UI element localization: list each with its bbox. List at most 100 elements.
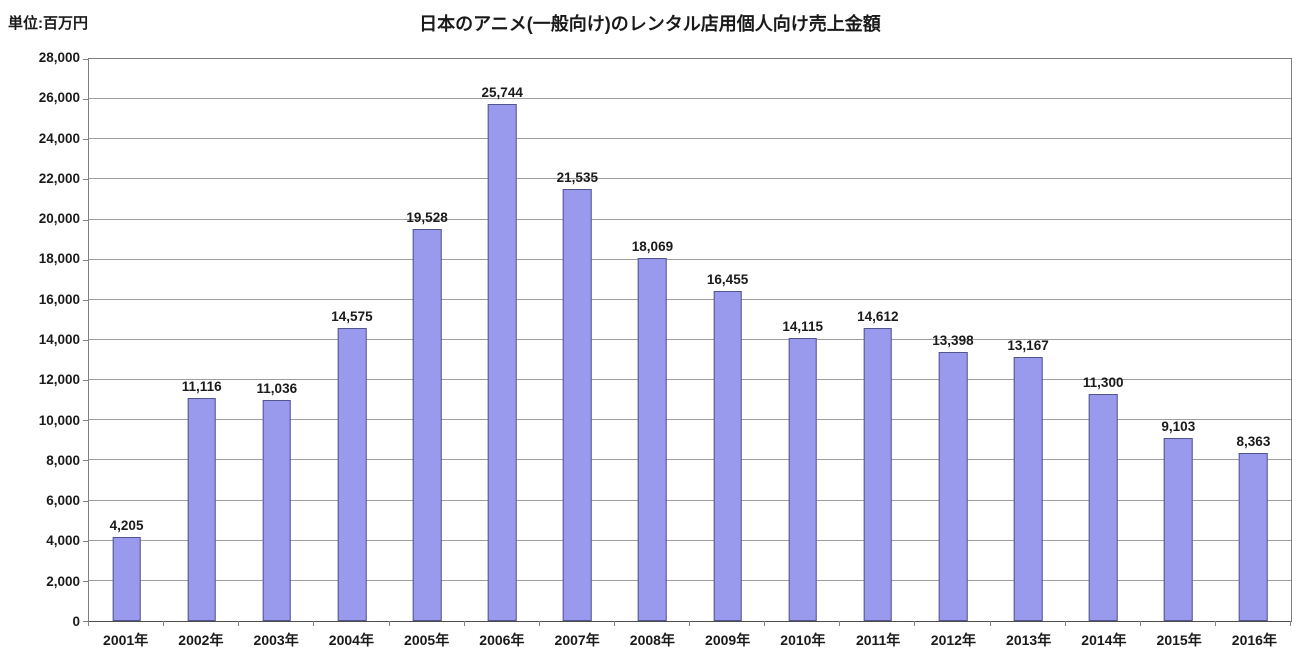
bar-value-label: 18,069 [631, 239, 674, 255]
gridline [89, 459, 1291, 461]
bar [788, 337, 817, 621]
bar [487, 104, 517, 621]
x-axis-tick [388, 621, 390, 626]
bar [112, 536, 141, 621]
gridline [89, 298, 1291, 300]
y-axis-tick [83, 420, 89, 422]
x-axis-tick [538, 621, 540, 626]
y-axis: 0 2,000 4,000 6,000 8,000 10,000 12,000 14,000 1… [0, 50, 80, 629]
x-axis-tick [689, 621, 690, 626]
x-axis-tick [613, 621, 615, 626]
gridline [89, 379, 1291, 381]
x-axis-tick [88, 621, 89, 626]
gridline [89, 339, 1291, 340]
bar-value-label: 16,455 [706, 271, 749, 287]
x-axis-label: 2006年 [479, 632, 525, 648]
x-axis-label: 2014年 [1081, 632, 1127, 648]
y-axis-label: 26,000 [38, 90, 80, 106]
y-axis-label: 18,000 [38, 251, 80, 267]
gridline [89, 138, 1291, 140]
x-axis-tick [1064, 621, 1066, 626]
x-axis-label: 2004年 [328, 632, 374, 648]
y-axis-tick [83, 460, 89, 462]
gridline [89, 218, 1291, 220]
y-axis-label: 0 [72, 614, 80, 629]
y-axis-tick [83, 99, 89, 101]
x-axis-label: 2001年 [103, 632, 149, 648]
bar [863, 327, 893, 621]
y-axis-tick [83, 621, 89, 622]
x-axis-tick [1139, 621, 1141, 626]
bar-value-label: 8,363 [1236, 434, 1271, 450]
bar [337, 328, 367, 621]
bar-value-label: 11,116 [181, 378, 222, 394]
y-axis-label: 22,000 [38, 170, 80, 186]
y-axis-label: 10,000 [38, 412, 80, 428]
bar [187, 397, 216, 621]
bar [713, 290, 742, 621]
y-axis-label: 16,000 [38, 291, 80, 307]
bar-value-label: 13,167 [1007, 337, 1049, 353]
y-axis-tick [83, 340, 89, 341]
bar [638, 258, 667, 621]
y-axis-tick [83, 139, 89, 141]
bar-value-label: 4,205 [109, 517, 144, 533]
y-axis-tick [83, 299, 89, 301]
gridline [89, 499, 1291, 501]
y-axis-label: 12,000 [38, 372, 80, 388]
x-axis-label: 2005年 [404, 632, 450, 648]
y-axis-tick [83, 59, 89, 60]
y-axis-tick [83, 259, 89, 261]
chart-title: 日本のアニメ(一般向け)のレンタル店用個人向け売上金額 [419, 14, 881, 34]
bar [1239, 453, 1268, 621]
gridline [89, 419, 1291, 421]
y-axis-tick [83, 540, 89, 542]
gridline [89, 539, 1291, 541]
bar-value-label: 25,744 [481, 85, 523, 101]
x-axis-tick [238, 621, 240, 626]
bar [1164, 438, 1193, 621]
y-axis-tick [83, 380, 89, 382]
bar-value-label: 9,103 [1161, 419, 1196, 435]
bar-value-label: 21,535 [556, 169, 598, 185]
x-axis-label: 2009年 [705, 632, 751, 648]
y-axis-label: 8,000 [46, 452, 80, 468]
x-axis-label: 2012年 [930, 632, 976, 648]
y-axis-label: 14,000 [38, 332, 80, 347]
x-axis-label: 2003年 [253, 632, 299, 648]
y-axis-tick [83, 219, 89, 221]
bar-value-label: 14,115 [782, 318, 823, 334]
x-axis-label: 2008年 [629, 632, 675, 648]
x-axis-label: 2011年 [855, 632, 901, 648]
x-axis-tick [1290, 621, 1291, 626]
y-axis-tick [83, 179, 89, 181]
x-axis-tick [764, 621, 766, 626]
x-axis-label: 2002年 [178, 632, 224, 648]
y-axis-tick [83, 580, 89, 582]
gridline [89, 98, 1291, 100]
x-axis-label: 2010年 [780, 632, 826, 648]
unit-label: 単位:百万円 [8, 15, 88, 32]
x-axis-tick [989, 621, 991, 626]
y-axis-label: 4,000 [46, 533, 80, 549]
y-axis-label: 2,000 [46, 573, 80, 589]
gridline [89, 178, 1291, 180]
gridline [89, 579, 1291, 581]
bar-value-label: 11,300 [1082, 375, 1124, 391]
bar [412, 229, 442, 621]
x-axis: 2001年 2002年 2003年 2004年 2005年 2006年 2007年 2008年… [88, 630, 1292, 654]
y-axis-label: 6,000 [46, 493, 80, 509]
gridline [89, 258, 1291, 260]
x-axis-tick [463, 621, 465, 626]
x-axis-tick [163, 621, 165, 626]
x-axis-label: 2007年 [554, 632, 600, 648]
y-axis-tick [83, 500, 89, 502]
bar-value-label: 11,036 [256, 380, 298, 396]
bar [1013, 356, 1043, 621]
bar-value-label: 13,398 [932, 333, 974, 349]
plot-area: 4,205 11,116 11,036 14,575 19,528 25,744 21,53… [83, 58, 1292, 626]
x-axis-tick [914, 621, 916, 626]
x-axis-tick [313, 621, 315, 626]
bar [262, 399, 292, 621]
